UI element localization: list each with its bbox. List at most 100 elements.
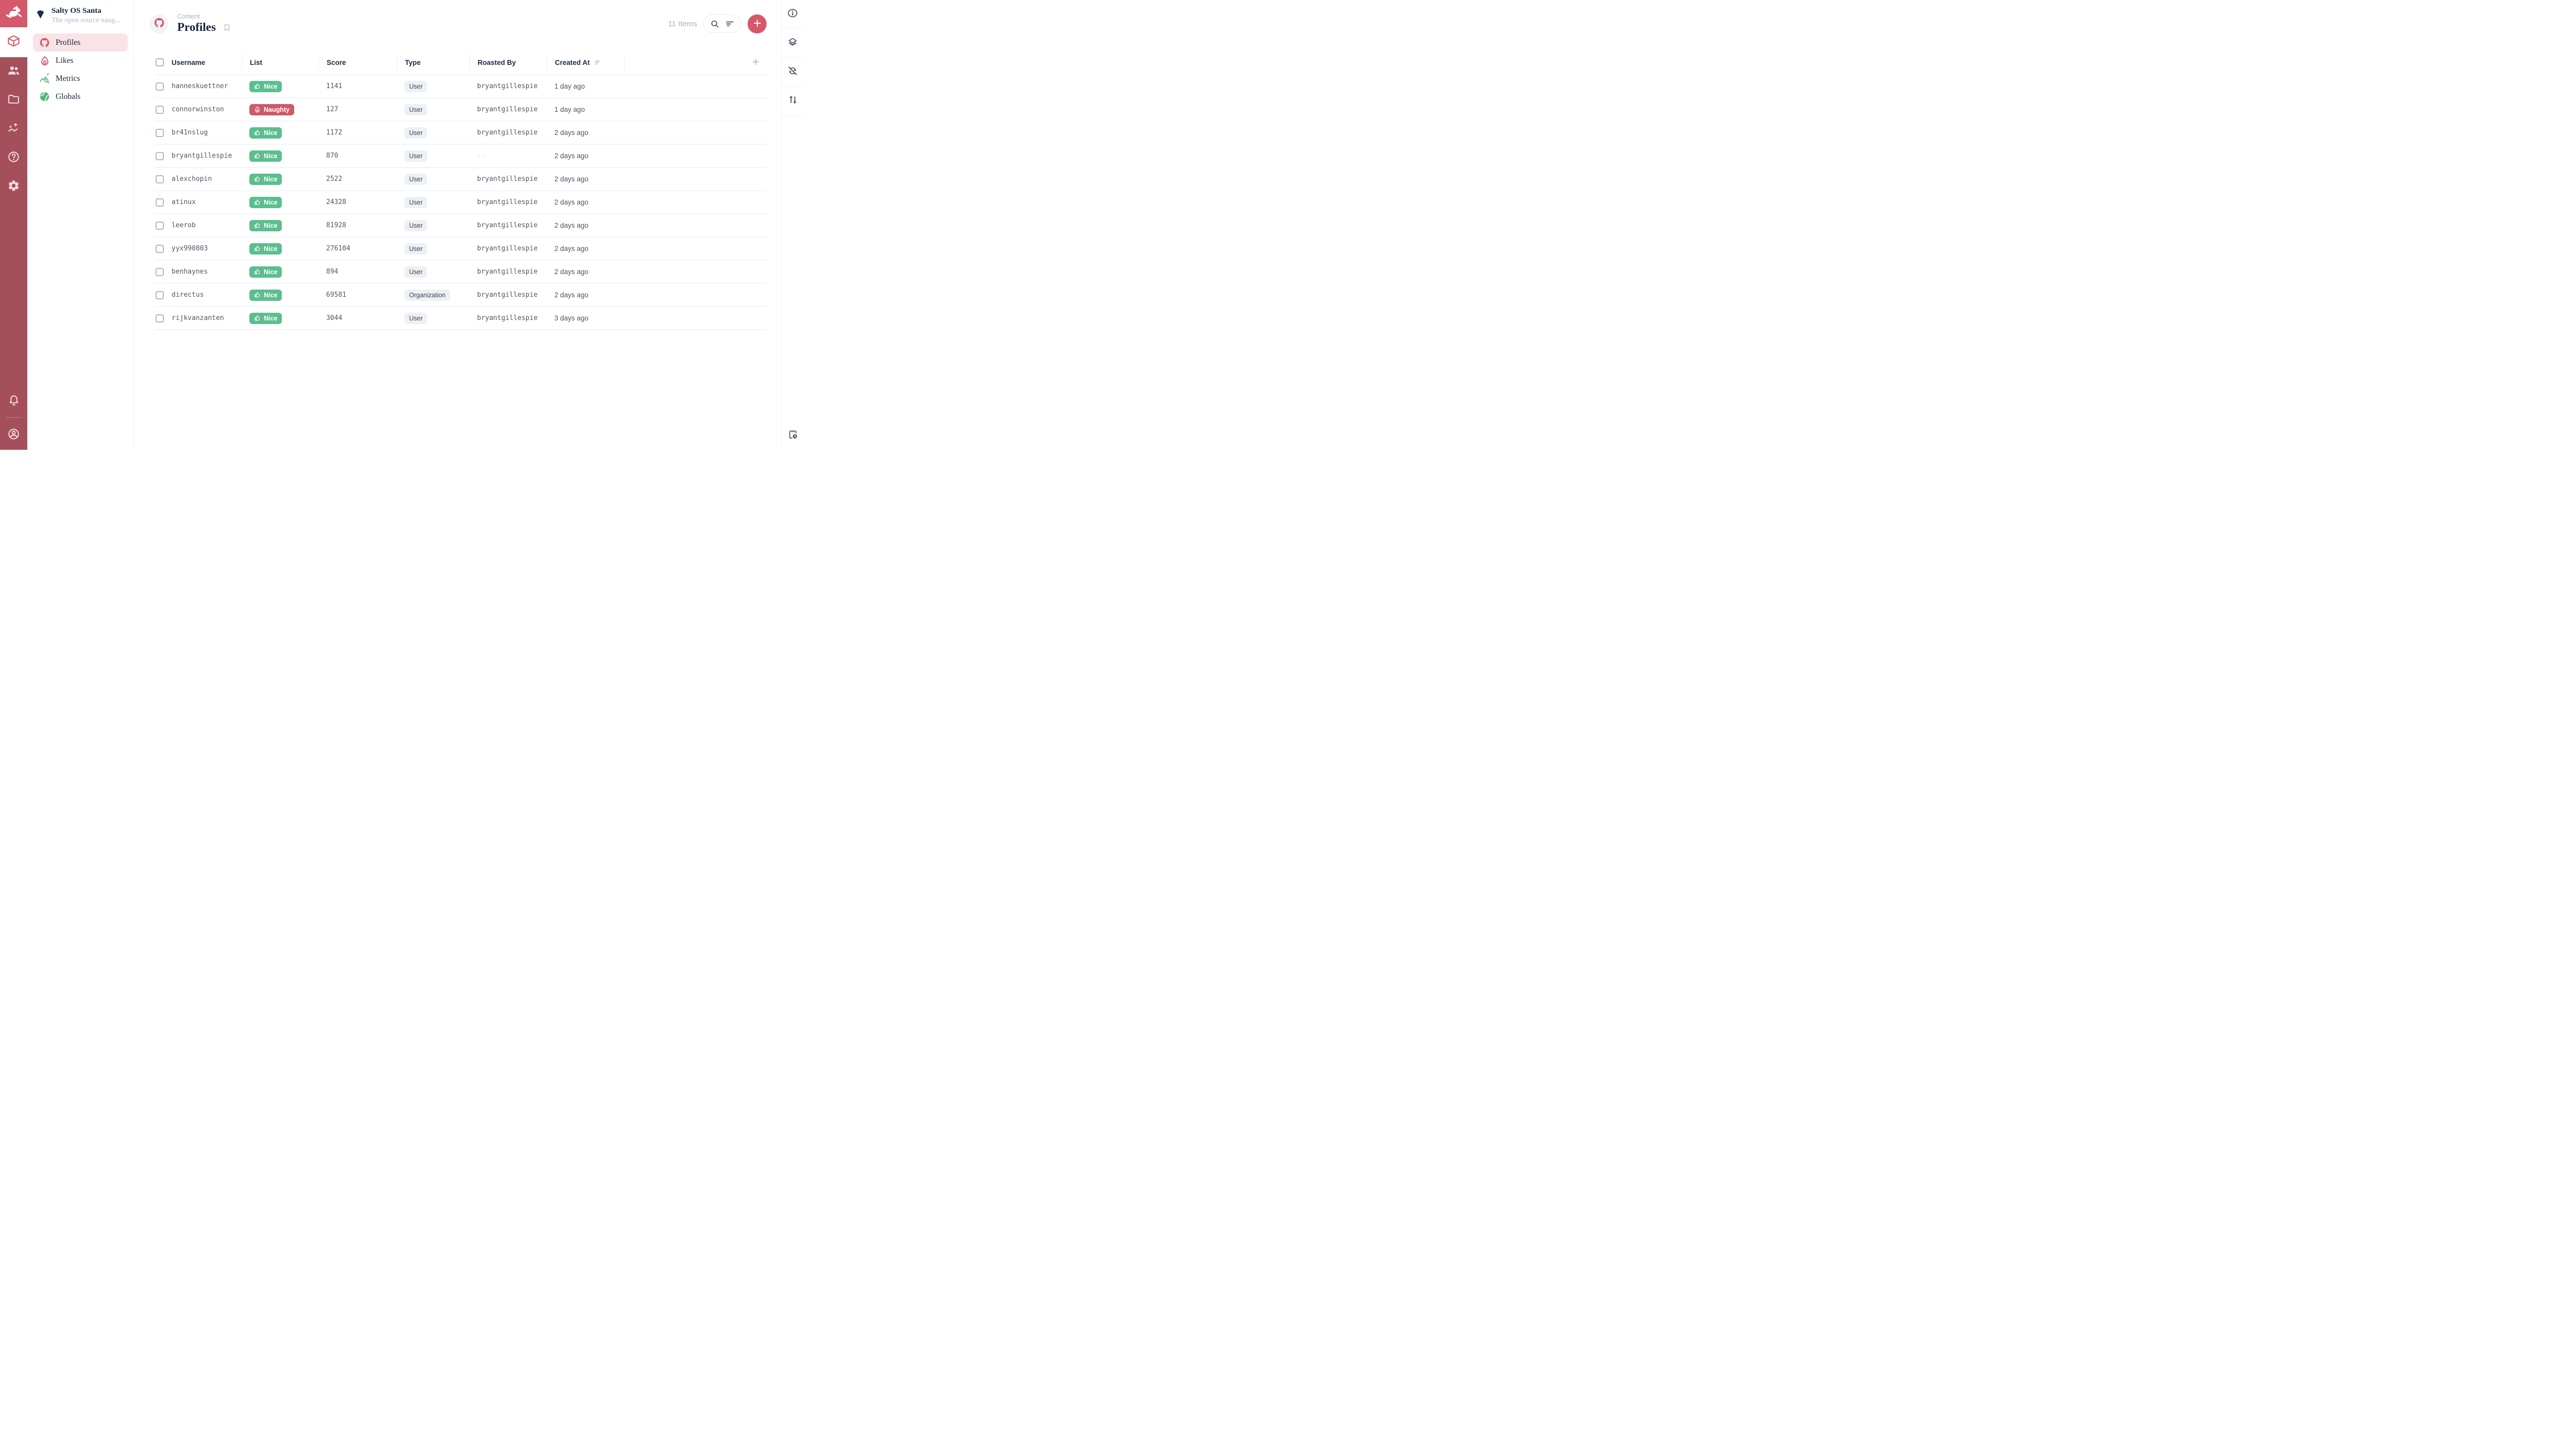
collection-icon-chip[interactable] <box>149 14 168 33</box>
table-row[interactable]: hanneskuettner Nice 1141 User bryantgill… <box>155 75 767 98</box>
column-header-created-at[interactable]: Created At <box>547 55 624 70</box>
table-row[interactable]: alexchopin Nice 2522 User bryantgillespi… <box>155 168 767 191</box>
pending-actions-button[interactable] <box>782 421 804 450</box>
add-item-button[interactable] <box>748 14 767 33</box>
cell-username: br41nslug <box>172 129 208 137</box>
row-checkbox[interactable] <box>156 244 164 253</box>
module-user-directory[interactable] <box>0 57 27 86</box>
cell-roasted-by: bryantgillespie <box>477 106 538 113</box>
row-checkbox[interactable] <box>156 105 164 114</box>
module-content[interactable] <box>0 27 27 57</box>
list-badge-label: Nice <box>264 245 278 252</box>
table-row[interactable]: bryantgillespie Nice 870 User -- 2 days … <box>155 145 767 168</box>
column-header-score[interactable]: Score <box>318 55 397 70</box>
table-row[interactable]: atinux Nice 24328 User bryantgillespie 2… <box>155 191 767 214</box>
collection-nav: Profiles Likes <box>27 31 133 108</box>
wedge-icon <box>35 9 46 22</box>
cell-created-at: 2 days ago <box>554 198 589 206</box>
module-insights[interactable] <box>0 115 27 144</box>
module-rail <box>0 0 27 450</box>
type-chip: User <box>404 266 428 278</box>
module-file-library[interactable] <box>0 86 27 115</box>
list-badge: Nice <box>249 289 282 301</box>
row-checkbox[interactable] <box>156 267 164 276</box>
cell-score: 276104 <box>326 245 350 252</box>
filter-icon[interactable] <box>725 19 735 29</box>
app-window: Salty OS Santa The open source naug... P… <box>0 0 804 450</box>
page-header: Content Profiles 11 Items <box>149 12 767 35</box>
list-badge-label: Nice <box>264 129 278 137</box>
row-checkbox[interactable] <box>156 82 164 91</box>
thumb-up-icon <box>254 315 261 321</box>
add-column-button[interactable] <box>624 55 767 70</box>
table-row[interactable]: br41nslug Nice 1172 User bryantgillespie… <box>155 122 767 145</box>
cell-score: 81928 <box>326 222 347 229</box>
info-button[interactable] <box>782 0 804 28</box>
select-all-checkbox[interactable] <box>156 58 164 66</box>
table-body: hanneskuettner Nice 1141 User bryantgill… <box>155 74 767 330</box>
row-checkbox[interactable] <box>156 314 164 323</box>
list-badge: Nice <box>249 312 282 324</box>
list-badge: Nice <box>249 80 282 92</box>
list-badge: Nice <box>249 173 282 185</box>
sync-disabled-button[interactable] <box>782 58 804 86</box>
table-row[interactable]: leerob Nice 81928 User bryantgillespie 2… <box>155 214 767 238</box>
thumb-up-icon <box>254 199 261 206</box>
layers-icon <box>787 37 798 50</box>
breadcrumb[interactable]: Content <box>177 13 200 21</box>
cell-username: benhaynes <box>172 268 208 276</box>
cell-roasted-by: bryantgillespie <box>477 268 538 276</box>
row-checkbox[interactable] <box>156 151 164 160</box>
cell-created-at: 2 days ago <box>554 129 589 137</box>
cell-username: leerob <box>172 222 196 229</box>
right-sidebar <box>781 0 804 450</box>
layers-button[interactable] <box>782 29 804 57</box>
row-checkbox[interactable] <box>156 291 164 299</box>
cell-roasted-by: bryantgillespie <box>477 129 538 137</box>
column-header-roasted-by[interactable]: Roasted By <box>469 55 547 70</box>
bookmark-icon[interactable] <box>223 23 231 32</box>
list-badge-label: Naughty <box>264 106 290 113</box>
module-documentation[interactable] <box>0 144 27 173</box>
thumb-up-icon <box>254 222 261 229</box>
flame-icon <box>254 106 261 113</box>
column-header-type[interactable]: Type <box>397 55 469 70</box>
cell-roasted-by: bryantgillespie <box>477 291 538 299</box>
nav-item-metrics[interactable]: Metrics <box>33 70 128 88</box>
import-export-button[interactable] <box>782 87 804 115</box>
row-checkbox[interactable] <box>156 128 164 137</box>
project-header[interactable]: Salty OS Santa The open source naug... <box>27 0 133 31</box>
search-icon[interactable] <box>710 19 720 29</box>
nav-item-globals[interactable]: Globals <box>33 88 128 106</box>
cell-created-at: 2 days ago <box>554 291 589 299</box>
column-header-username[interactable]: Username <box>172 58 206 66</box>
cell-roasted-by: bryantgillespie <box>477 198 538 206</box>
nav-item-profiles[interactable]: Profiles <box>33 33 128 52</box>
gear-icon <box>7 179 20 195</box>
nav-item-label: Likes <box>56 56 74 65</box>
pending-actions-icon <box>787 429 799 443</box>
notifications-button[interactable] <box>0 388 27 414</box>
table-row[interactable]: rijkvanzanten Nice 3044 User bryantgille… <box>155 307 767 330</box>
cell-created-at: 2 days ago <box>554 245 589 252</box>
app-logo-button[interactable] <box>0 0 27 27</box>
type-chip: User <box>404 196 428 208</box>
cell-created-at: 1 day ago <box>554 82 585 90</box>
nav-item-likes[interactable]: Likes <box>33 52 128 70</box>
table-row[interactable]: benhaynes Nice 894 User bryantgillespie … <box>155 261 767 284</box>
row-checkbox[interactable] <box>156 198 164 207</box>
table-row[interactable]: directus Nice 69581 Organization bryantg… <box>155 284 767 307</box>
plus-icon <box>752 18 762 30</box>
row-checkbox[interactable] <box>156 221 164 230</box>
type-chip: User <box>404 150 428 162</box>
bell-icon <box>8 394 20 409</box>
account-button[interactable] <box>0 421 27 450</box>
swap-vert-icon <box>787 94 798 108</box>
sidebar-divider <box>782 86 804 87</box>
table-row[interactable]: yyx990803 Nice 276104 User bryantgillesp… <box>155 238 767 261</box>
thumb-up-icon <box>254 292 261 298</box>
column-header-list[interactable]: List <box>242 55 318 70</box>
table-row[interactable]: connorwinston Naughty 127 User bryantgil… <box>155 98 767 122</box>
module-settings[interactable] <box>0 173 27 201</box>
row-checkbox[interactable] <box>156 175 164 183</box>
